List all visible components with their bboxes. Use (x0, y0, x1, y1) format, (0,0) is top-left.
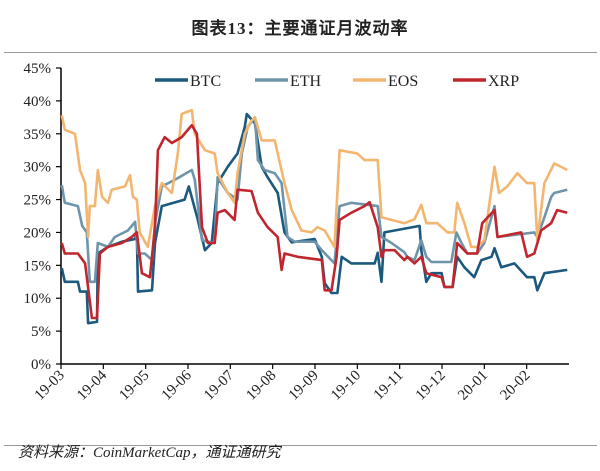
y-tick-label: 30% (24, 160, 52, 176)
y-tick-label: 20% (24, 225, 52, 241)
top-divider (4, 52, 597, 53)
y-tick-label: 0% (31, 357, 51, 373)
x-tick-label: 20-01 (455, 368, 491, 404)
series-line-xrp (60, 123, 568, 320)
y-tick-label: 25% (24, 193, 52, 209)
y-tick-label: 35% (24, 127, 52, 143)
series-line-eos (60, 108, 568, 249)
x-tick-label: 19-05 (116, 368, 152, 404)
legend-label-eth: ETH (290, 73, 322, 90)
x-tick-label: 19-06 (159, 367, 195, 403)
x-tick-label: 19-04 (74, 367, 110, 403)
x-tick-label: 20-02 (497, 368, 533, 404)
legend-label-eos: EOS (388, 73, 418, 90)
x-tick-label: 19-07 (201, 367, 237, 403)
x-axis: 19-03 19-04 19-05 19-06 19-07 19-08 19-09 19-10… (32, 363, 569, 404)
y-tick-label: 15% (24, 258, 52, 274)
figure-title: 图表13：主要通证月波动率 (191, 19, 409, 38)
y-tick-label: 10% (24, 291, 52, 307)
legend-label-xrp: XRP (488, 73, 519, 90)
y-tick-label: 40% (24, 94, 52, 110)
x-tick-label: 19-11 (371, 368, 407, 404)
legend: BTC ETH EOS XRP (155, 73, 519, 90)
x-tick-label: 19-08 (243, 368, 279, 404)
y-tick-label: 45% (24, 61, 52, 77)
y-tick-label: 5% (31, 324, 51, 340)
x-tick-label: 19-12 (413, 368, 449, 404)
source-note: 资料来源：CoinMarketCap，通证通研究 (18, 445, 281, 461)
bottom-divider (4, 445, 597, 446)
series-lines (60, 108, 568, 325)
y-axis: 0% 5% 10% 15% 20% 25% 30% 35% 40% 45% (24, 61, 62, 373)
x-tick-label: 19-09 (286, 368, 322, 404)
x-tick-label: 19-10 (328, 368, 364, 404)
legend-label-btc: BTC (190, 73, 221, 90)
